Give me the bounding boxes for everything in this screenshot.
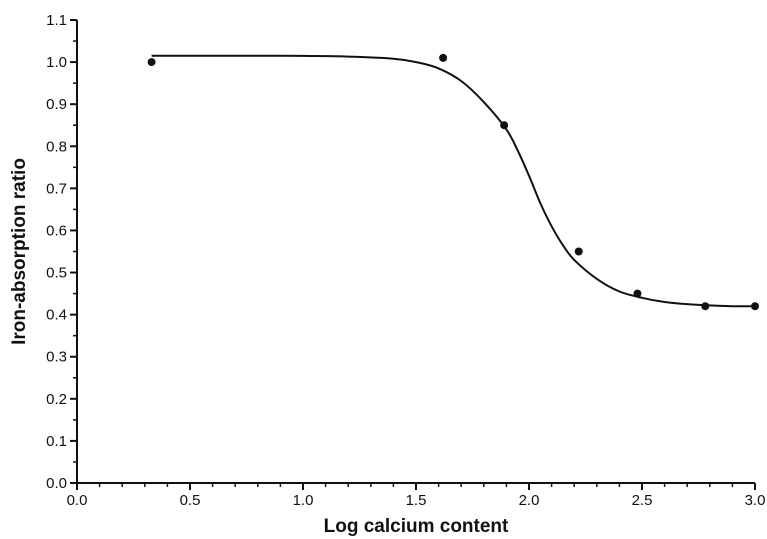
data-point — [751, 302, 759, 311]
y-tick-label: 0.2 — [46, 391, 67, 408]
data-point — [633, 289, 642, 298]
plot-area: 0.0 0.1 0.2 0.3 0.4 0.5 0.6 0.7 0.8 0.9 1.0 1.1 0.0 0… — [46, 12, 765, 509]
x-axis-title: Log calcium content — [324, 516, 509, 537]
data-point — [439, 53, 448, 62]
y-tick-label: 0.6 — [46, 222, 67, 239]
y-tick-label: 0.5 — [46, 265, 67, 282]
x-tick-label: 2.0 — [519, 492, 540, 509]
y-tick-label: 0.1 — [46, 433, 67, 450]
data-point — [500, 121, 509, 130]
data-point — [574, 247, 583, 256]
data-point — [701, 302, 710, 311]
x-tick-label: 1.5 — [406, 492, 427, 509]
x-tick-label: 1.0 — [293, 492, 314, 509]
x-tick-label: 3.0 — [745, 492, 766, 509]
y-tick-label: 0.9 — [46, 96, 67, 113]
data-point — [147, 58, 156, 67]
y-tick-label: 0.4 — [46, 307, 67, 324]
y-tick-label: 1.1 — [46, 12, 67, 29]
y-axis-title: Iron-absorption ratio — [9, 158, 30, 345]
x-tick-label: 0.0 — [67, 492, 88, 509]
y-tick-label: 0.8 — [46, 138, 67, 155]
y-tick-label: 1.0 — [46, 54, 67, 71]
fitted-curve-line — [151, 54, 756, 308]
y-tick-label: 0.0 — [46, 475, 67, 492]
y-tick-label: 0.3 — [46, 349, 67, 366]
x-tick-label: 0.5 — [180, 492, 201, 509]
y-tick-label: 0.7 — [46, 180, 67, 197]
x-tick-label: 2.5 — [632, 492, 653, 509]
